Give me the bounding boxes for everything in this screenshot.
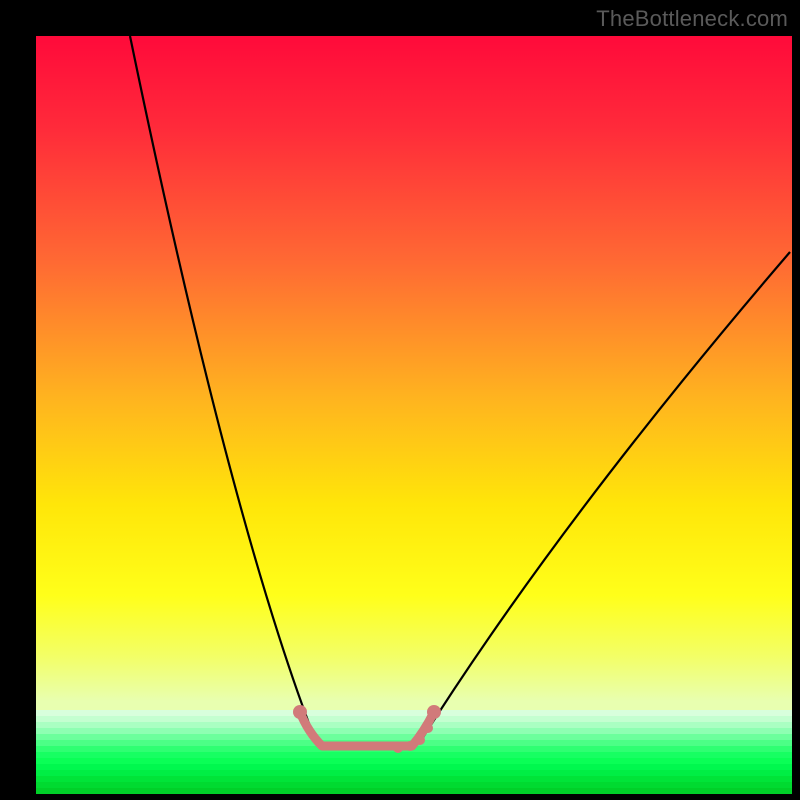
highlight-dot-right [427,705,441,719]
watermark-text: TheBottleneck.com [596,6,788,32]
curve-left-branch [130,36,316,742]
highlight-bump [405,741,415,751]
chart-stage: TheBottleneck.com [0,0,800,800]
curve-right-branch [420,252,790,742]
highlight-valley [300,712,434,746]
highlight-bump [393,743,403,753]
highlight-bump [423,723,433,733]
curve-layer [0,0,800,800]
highlight-dot-left [293,705,307,719]
highlight-bump [415,735,425,745]
